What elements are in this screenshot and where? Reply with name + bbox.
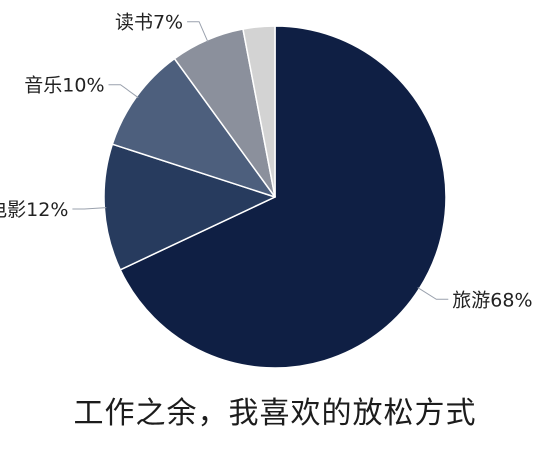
slices-layer — [103, 25, 447, 369]
chart-title: 工作之余，我喜欢的放松方式 — [73, 396, 477, 431]
leader-line-1 — [72, 207, 107, 210]
leader-line-2 — [108, 84, 139, 99]
labels-layer: 旅游68% 电影12% 音乐10% 读书7% — [0, 12, 533, 312]
slice-label-3: 读书7% — [115, 12, 183, 34]
slice-label-1: 电影12% — [0, 199, 68, 221]
pie-slice-4 — [242, 25, 276, 198]
slice-label-0: 旅游68% — [452, 289, 532, 311]
leader-line-0 — [417, 287, 449, 300]
slice-label-2: 音乐10% — [24, 75, 104, 97]
pie-chart-svg: 旅游68% 电影12% 音乐10% 读书7% — [0, 12, 533, 369]
leader-line-3 — [187, 21, 209, 43]
